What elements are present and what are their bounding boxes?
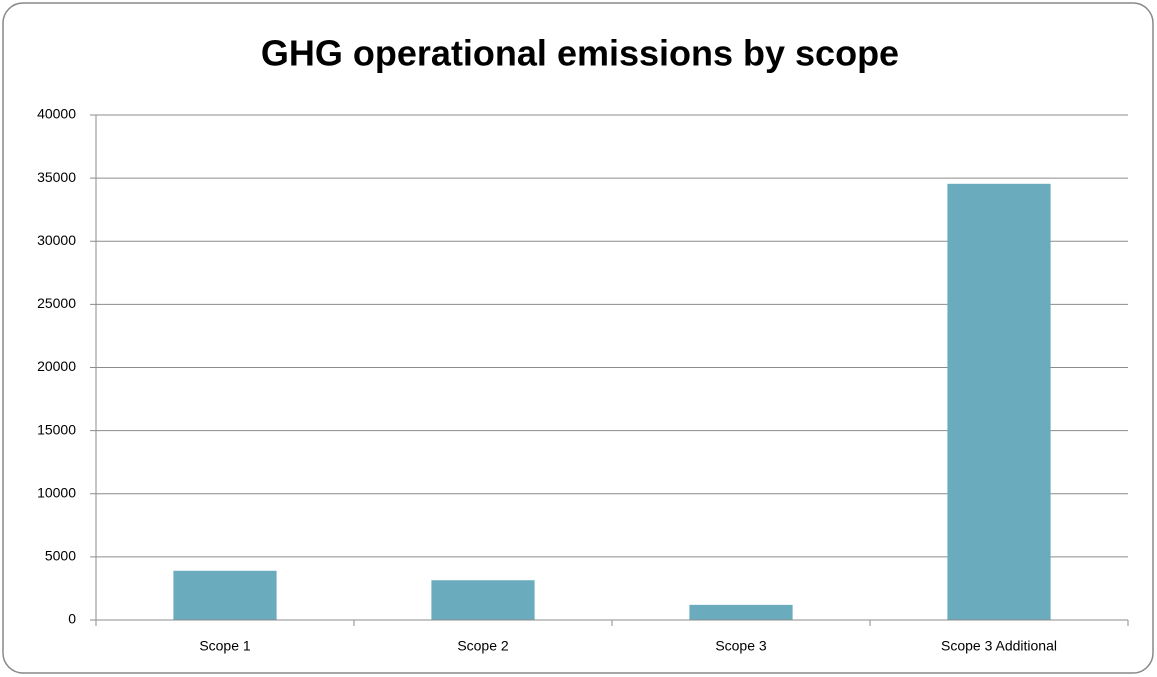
y-tick-label: 10000 (37, 484, 76, 500)
y-tick-label: 40000 (37, 106, 76, 122)
bar (947, 183, 1051, 620)
y-tick-label: 35000 (37, 169, 76, 185)
x-tick-label: Scope 3 Additional (941, 638, 1057, 654)
bar (431, 580, 535, 620)
y-tick-label: 5000 (45, 548, 76, 564)
y-tick-label: 20000 (37, 358, 76, 374)
bar (173, 570, 277, 620)
chart-title: GHG operational emissions by scope (261, 33, 899, 74)
x-tick-label: Scope 1 (199, 638, 251, 654)
y-tick-label: 15000 (37, 421, 76, 437)
x-tick-label: Scope 3 (715, 638, 767, 654)
bar (689, 604, 793, 620)
x-tick-label: Scope 2 (457, 638, 509, 654)
y-tick-label: 30000 (37, 232, 76, 248)
y-tick-label: 0 (68, 611, 76, 627)
y-tick-label: 25000 (37, 295, 76, 311)
